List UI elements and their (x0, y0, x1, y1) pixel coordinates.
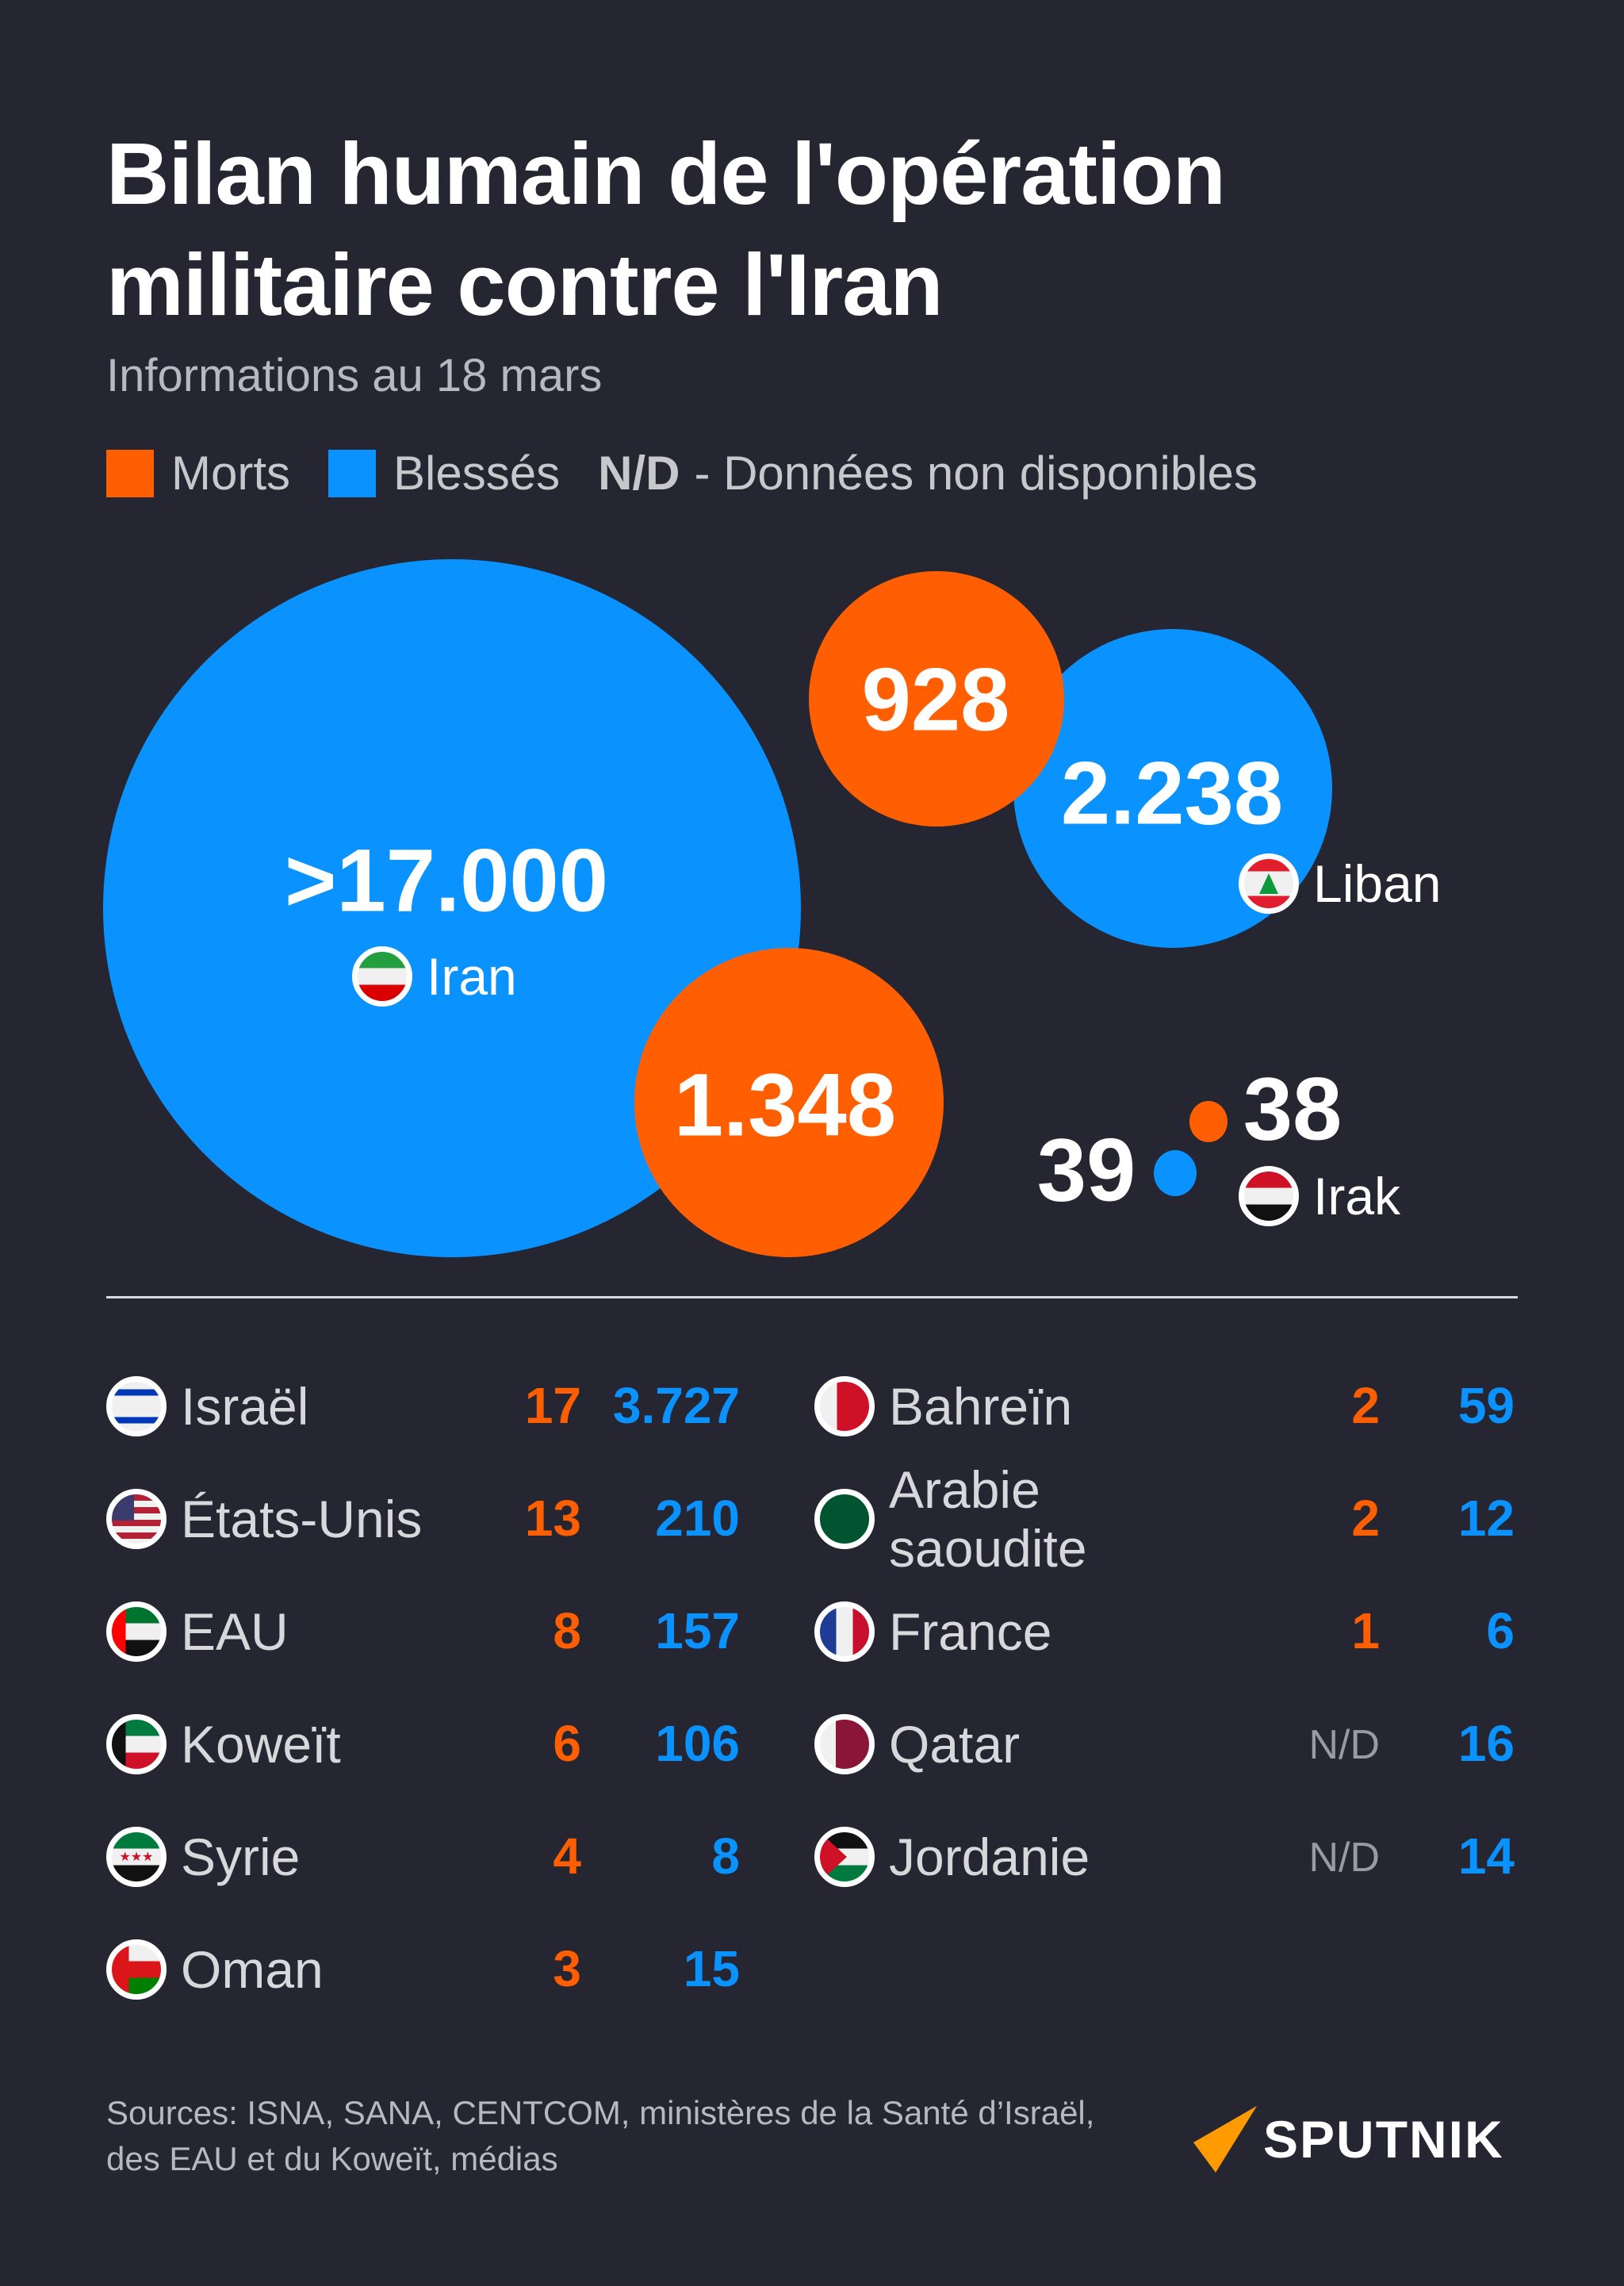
bahrain-flag-icon (814, 1376, 875, 1436)
kuwait-flag-icon (106, 1714, 167, 1774)
injured-value: 8 (711, 1828, 740, 1885)
title-line-2: militaire contre l'Iran (106, 236, 944, 334)
sources-line-2: des EAU et du Koweït, médias (106, 2140, 558, 2177)
dead-value: 2 (1351, 1490, 1380, 1547)
irak-country-name: Irak (1313, 1167, 1401, 1225)
dead-value: 6 (553, 1715, 581, 1772)
irak-label: Irak (1239, 1166, 1400, 1226)
france-flag-icon (814, 1601, 875, 1662)
table-row: États-Unis (106, 1475, 422, 1563)
injured-value: 3.727 (612, 1377, 740, 1434)
lebanon-flag-icon (1239, 853, 1299, 914)
sources: Sources: ISNA, SANA, CENTCOM, ministères… (106, 2090, 1216, 2182)
injured-value: 16 (1457, 1715, 1515, 1772)
liban-country-name: Liban (1313, 854, 1442, 913)
injured-value: 15 (683, 1940, 740, 1997)
qatar-flag-icon (814, 1714, 875, 1774)
injured-value: 12 (1457, 1490, 1515, 1547)
irak-dead-dot (1189, 1101, 1228, 1142)
liban-dead-value: 928 (861, 650, 1010, 750)
israel-flag-icon (106, 1376, 167, 1436)
page-title: Bilan humain de l'opération militaire co… (106, 119, 1534, 341)
country-name: Qatar (889, 1715, 1021, 1774)
syria-flag-icon: ★★★ (106, 1827, 167, 1887)
dead-value: 8 (553, 1602, 581, 1659)
dead-value-nd: N/D (1308, 1835, 1380, 1881)
legend-nd-key: N/D (598, 447, 680, 500)
table-row: Israël (106, 1363, 308, 1450)
table-row: Koweït (106, 1701, 341, 1788)
subtitle: Informations au 18 mars (106, 350, 603, 401)
country-name: EAU (181, 1602, 289, 1661)
legend-injured: Blessés (328, 446, 560, 501)
jordan-flag-icon (814, 1827, 875, 1887)
country-name: Bahreïn (889, 1377, 1073, 1436)
country-name: Israël (181, 1377, 309, 1436)
table-row: ★★★ Syrie (106, 1813, 300, 1901)
dead-value: 3 (553, 1940, 581, 1997)
dead-value: 2 (1351, 1377, 1380, 1434)
dead-value: 17 (524, 1377, 581, 1434)
country-name: France (889, 1602, 1052, 1661)
table-row: Bahreïn (814, 1363, 1072, 1450)
uae-flag-icon (106, 1601, 167, 1662)
injured-value: 6 (1486, 1602, 1515, 1659)
dead-value: 4 (553, 1828, 581, 1885)
injured-value: 106 (655, 1715, 740, 1772)
liban-injured-value: 2.238 (1060, 743, 1284, 843)
injured-value: 59 (1457, 1377, 1515, 1434)
injured-value: 14 (1457, 1828, 1515, 1885)
country-name: Arabie saoudite (889, 1460, 1087, 1578)
legend-nd: N/D - Données non disponibles (598, 446, 1258, 501)
title-line-1: Bilan humain de l'opération (106, 125, 1226, 223)
sputnik-logo-text: SPUTNIK (1263, 2110, 1504, 2169)
saudi-flag-icon (814, 1489, 875, 1549)
country-name: Koweït (181, 1715, 341, 1774)
country-name-line-2: saoudite (889, 1519, 1087, 1578)
liban-label: Liban (1239, 853, 1442, 914)
table-row: France (814, 1588, 1051, 1675)
legend: Morts Blessés N/D - Données non disponib… (106, 446, 1296, 501)
iraq-flag-icon (1239, 1166, 1299, 1226)
legend-injured-label: Blessés (393, 447, 561, 500)
sources-line-1: Sources: ISNA, SANA, CENTCOM, ministères… (106, 2094, 1095, 2131)
irak-injured-dot (1154, 1150, 1197, 1196)
irak-dead-value: 38 (1243, 1059, 1342, 1159)
sputnik-logo: SPUTNIK (1193, 2106, 1504, 2173)
iran-dead-value: 1.348 (673, 1055, 897, 1155)
liban-dead-bubble (809, 571, 1064, 827)
legend-nd-text: - Données non disponibles (694, 447, 1258, 500)
dead-value: 1 (1351, 1602, 1380, 1659)
country-name: Oman (181, 1940, 324, 1999)
divider (106, 1296, 1518, 1298)
country-name: Syrie (181, 1828, 301, 1886)
iran-dead-bubble (634, 948, 944, 1257)
iran-injured-value: >17.000 (285, 830, 608, 930)
table-row: Arabie saoudite (814, 1460, 1087, 1578)
iran-flag-icon (352, 946, 412, 1007)
table-row: Oman (106, 1926, 324, 2013)
dead-swatch-icon (106, 449, 154, 497)
dead-value: 13 (524, 1490, 581, 1547)
oman-flag-icon (106, 1939, 167, 2000)
country-name: Jordanie (889, 1828, 1090, 1886)
table-row: Jordanie (814, 1813, 1090, 1901)
country-name-line-1: Arabie (889, 1460, 1040, 1519)
irak-injured-value: 39 (1036, 1120, 1136, 1220)
iran-country-name: Iran (427, 947, 517, 1006)
legend-dead: Morts (106, 446, 290, 501)
country-name: États-Unis (181, 1490, 423, 1548)
sputnik-logo-icon (1193, 2106, 1257, 2173)
dead-value-nd: N/D (1308, 1722, 1380, 1768)
iran-label: Iran (352, 946, 517, 1007)
table-row: Qatar (814, 1701, 1020, 1788)
usa-flag-icon (106, 1489, 167, 1549)
injured-value: 157 (655, 1602, 740, 1659)
table-row: EAU (106, 1588, 289, 1675)
legend-dead-label: Morts (171, 447, 290, 500)
injured-value: 210 (655, 1490, 740, 1547)
injured-swatch-icon (328, 449, 376, 497)
